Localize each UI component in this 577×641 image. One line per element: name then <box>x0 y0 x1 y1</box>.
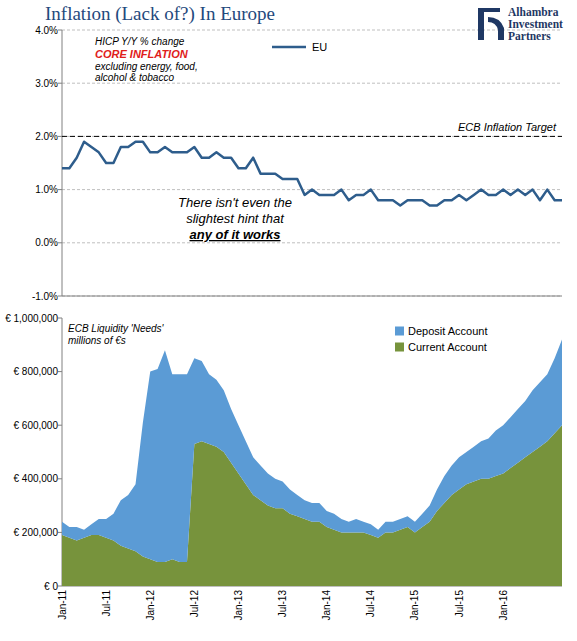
panel-title: ECB Liquidity 'Needs' <box>68 323 165 334</box>
y-tick-label: € 1,000,000 <box>5 313 58 324</box>
chart-panel: -1.0% 0.0% 1.0% 2.0% 3.0% 4.0% ECB Inflation T… <box>32 3 563 302</box>
y-tick-label: € 200,000 <box>14 527 59 538</box>
x-tick-label: Jul-11 <box>101 590 112 617</box>
y-tick-label: € 800,000 <box>14 366 59 377</box>
logo-text: Alhambra <box>508 6 559 18</box>
legend-label: EU <box>312 41 327 53</box>
x-tick-label: Jan-14 <box>321 590 332 621</box>
x-tick-label: Jul-13 <box>277 590 288 618</box>
panel-subtitle: millions of €s <box>68 335 126 346</box>
target-label: ECB Inflation Target <box>458 121 557 133</box>
logo: AlhambraInvestmentPartners <box>478 6 563 42</box>
x-tick-label: Jul-12 <box>189 590 200 618</box>
legend-swatch <box>272 46 306 49</box>
page: {"chart_data": [ {"type": "line", "title… <box>0 0 577 641</box>
annotation-emphasis: any of it works <box>189 227 280 242</box>
logo-icon <box>488 17 504 40</box>
measure: CORE INFLATION <box>95 48 189 60</box>
y-tick-label: € 600,000 <box>14 420 59 431</box>
y-tick <box>58 296 62 297</box>
chart-panel: € 0 € 200,000 € 400,000 € 600,000 € 800,000 €… <box>5 313 562 621</box>
y-tick <box>58 83 62 84</box>
note: excluding energy, food, <box>95 61 198 72</box>
annotation: slightest hint that <box>186 211 285 226</box>
y-axis <box>62 30 63 296</box>
title: Inflation (Lack of?) In Europe <box>45 3 275 25</box>
y-tick-label: 3.0% <box>35 78 58 89</box>
x-tick-label: Jan-13 <box>233 590 244 621</box>
y-tick <box>58 136 62 137</box>
x-axis <box>62 296 562 297</box>
y-tick-label: 0.0% <box>35 237 58 248</box>
x-tick-label: Jan-12 <box>145 590 156 621</box>
note: alcohol & tobacco <box>95 72 174 83</box>
x-tick-label: Jan-15 <box>409 590 420 621</box>
chart-canvas: -1.0% 0.0% 1.0% 2.0% 3.0% 4.0% ECB Inflation T… <box>0 0 577 641</box>
y-tick-label: 4.0% <box>35 25 58 36</box>
logo-text: Investment <box>508 18 563 30</box>
y-tick <box>58 586 62 587</box>
y-tick-label: 2.0% <box>35 131 58 142</box>
x-tick-label: Jul-15 <box>454 590 465 618</box>
logo-text: Partners <box>508 30 551 42</box>
y-tick <box>58 478 62 479</box>
legend-swatch <box>395 343 404 352</box>
data-area <box>62 339 562 561</box>
data-line <box>62 142 562 206</box>
grid-line <box>62 30 562 31</box>
y-tick <box>58 532 62 533</box>
plot-marks <box>62 339 562 586</box>
y-tick-label: € 400,000 <box>14 473 59 484</box>
y-tick <box>58 318 62 319</box>
grid-line <box>62 136 562 137</box>
y-tick <box>58 242 62 243</box>
legend-swatch <box>395 327 404 336</box>
legend-label: Current Account <box>408 341 487 353</box>
x-tick-label: Jan-11 <box>57 590 68 620</box>
legend-label: Deposit Account <box>408 325 488 337</box>
y-tick-label: -1.0% <box>32 291 58 302</box>
y-tick <box>58 189 62 190</box>
target-line <box>62 136 562 137</box>
subtitle: HICP Y/Y % change <box>95 36 185 47</box>
plot-marks <box>62 136 562 205</box>
y-tick <box>58 371 62 372</box>
y-tick-label: € 0 <box>44 581 58 592</box>
y-tick-label: 1.0% <box>35 184 58 195</box>
x-tick-label: Jul-14 <box>365 590 376 618</box>
annotation: There isn't even the <box>178 195 292 210</box>
y-tick <box>58 425 62 426</box>
x-tick-label: Jan-16 <box>498 590 509 621</box>
grid-line <box>62 296 562 297</box>
grid-line <box>62 242 562 243</box>
y-tick <box>58 30 62 31</box>
